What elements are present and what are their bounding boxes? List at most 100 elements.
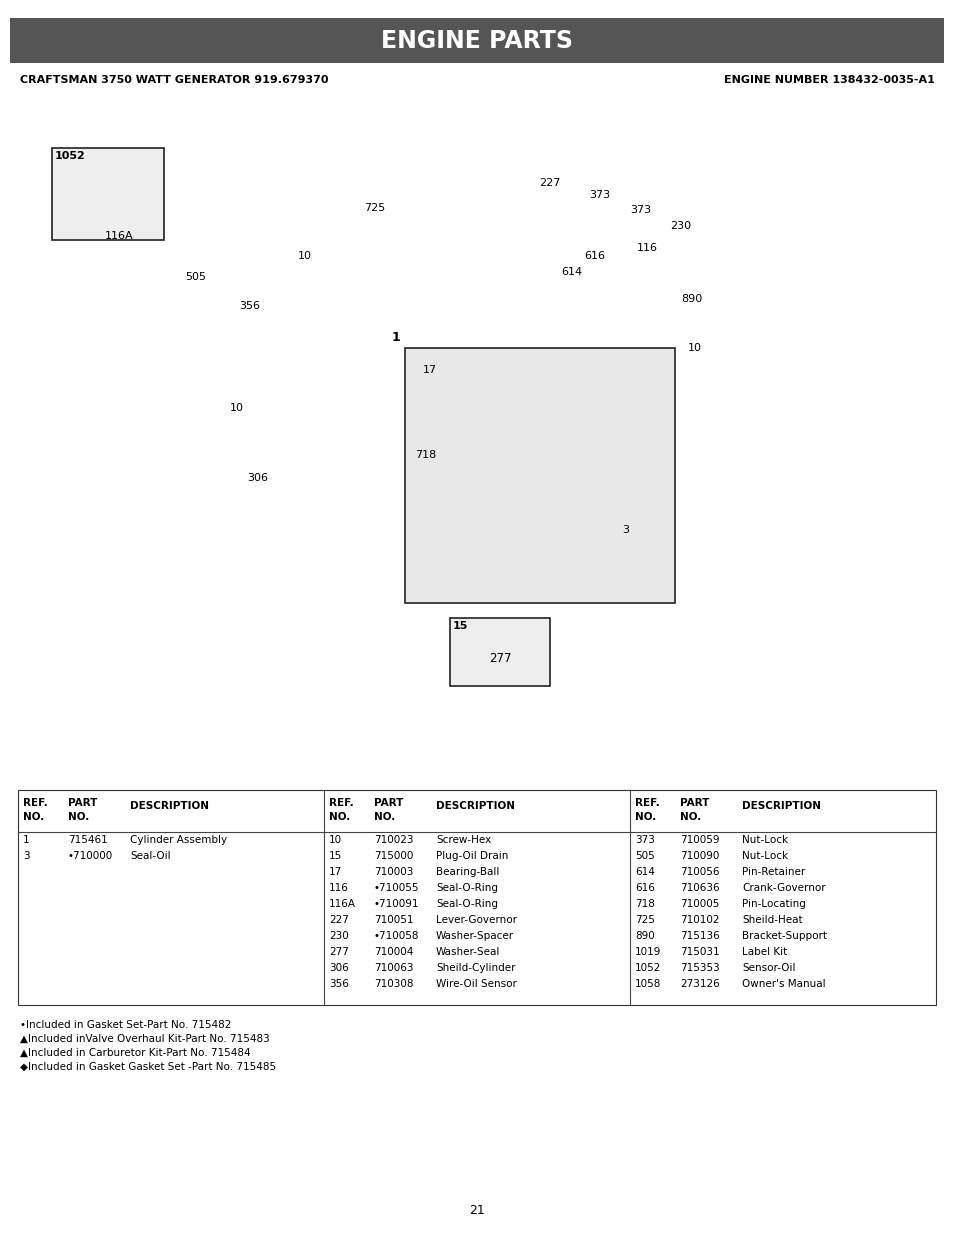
Text: 227: 227: [329, 914, 349, 926]
Text: Pin-Locating: Pin-Locating: [741, 900, 805, 909]
Text: 373: 373: [630, 204, 651, 216]
Text: 710102: 710102: [679, 914, 719, 926]
Bar: [10, 19, 943, 63]
Text: 227: 227: [538, 178, 560, 188]
Text: PART: PART: [68, 798, 97, 808]
Text: 710308: 710308: [374, 979, 413, 989]
Text: 710059: 710059: [679, 835, 719, 845]
Text: 15: 15: [329, 851, 342, 861]
Text: 3: 3: [23, 851, 30, 861]
Text: 230: 230: [670, 221, 691, 230]
Text: •710000: •710000: [68, 851, 113, 861]
Text: Seal-Oil: Seal-Oil: [130, 851, 171, 861]
Text: 17: 17: [329, 867, 342, 877]
Text: 710056: 710056: [679, 867, 719, 877]
Text: Bearing-Ball: Bearing-Ball: [436, 867, 498, 877]
Text: 1052: 1052: [635, 963, 660, 973]
Text: 715353: 715353: [679, 963, 719, 973]
Text: 710090: 710090: [679, 851, 719, 861]
Text: NO.: NO.: [329, 812, 350, 821]
Text: 725: 725: [364, 203, 385, 213]
Text: Washer-Seal: Washer-Seal: [436, 947, 500, 957]
Bar: [405, 348, 675, 603]
Bar: [52, 147, 164, 240]
Text: Sensor-Oil: Sensor-Oil: [741, 963, 795, 973]
Bar: [18, 790, 935, 1005]
Text: ENGINE NUMBER 138432-0035-A1: ENGINE NUMBER 138432-0035-A1: [723, 76, 934, 85]
Text: Pin-Retainer: Pin-Retainer: [741, 867, 804, 877]
Text: 373: 373: [589, 190, 610, 199]
Text: Plug-Oil Drain: Plug-Oil Drain: [436, 851, 508, 861]
Text: •710058: •710058: [374, 930, 419, 940]
Text: 373: 373: [635, 835, 654, 845]
Text: 21: 21: [469, 1203, 484, 1217]
Text: 616: 616: [584, 252, 605, 261]
Text: 306: 306: [329, 963, 349, 973]
Text: ◆Included in Gasket Gasket Set -Part No. 715485: ◆Included in Gasket Gasket Set -Part No.…: [20, 1062, 275, 1072]
Text: Cylinder Assembly: Cylinder Assembly: [130, 835, 227, 845]
Text: 710636: 710636: [679, 883, 719, 893]
Text: 614: 614: [561, 266, 582, 278]
Text: 710063: 710063: [374, 963, 413, 973]
Text: 277: 277: [488, 652, 511, 665]
Text: 116: 116: [329, 883, 349, 893]
Text: PART: PART: [374, 798, 403, 808]
Text: DESCRIPTION: DESCRIPTION: [130, 800, 209, 812]
Text: ▲Included in Carburetor Kit-Part No. 715484: ▲Included in Carburetor Kit-Part No. 715…: [20, 1048, 251, 1058]
Text: Washer-Spacer: Washer-Spacer: [436, 930, 514, 940]
Text: Lever-Governor: Lever-Governor: [436, 914, 517, 926]
Text: Sheild-Cylinder: Sheild-Cylinder: [436, 963, 515, 973]
Text: Wire-Oil Sensor: Wire-Oil Sensor: [436, 979, 517, 989]
Text: Owner's Manual: Owner's Manual: [741, 979, 824, 989]
Text: 710051: 710051: [374, 914, 413, 926]
Text: PART: PART: [679, 798, 709, 808]
Text: 890: 890: [635, 930, 654, 940]
Text: 710004: 710004: [374, 947, 413, 957]
Text: 10: 10: [230, 403, 244, 413]
Text: NO.: NO.: [68, 812, 90, 821]
Text: 614: 614: [635, 867, 654, 877]
Text: 616: 616: [635, 883, 654, 893]
Text: 715000: 715000: [374, 851, 413, 861]
Text: 718: 718: [415, 450, 436, 460]
Bar: [450, 618, 550, 686]
Text: 277: 277: [329, 947, 349, 957]
Text: 710005: 710005: [679, 900, 719, 909]
Text: 505: 505: [185, 273, 206, 282]
Text: ▲Included inValve Overhaul Kit-Part No. 715483: ▲Included inValve Overhaul Kit-Part No. …: [20, 1035, 270, 1044]
Text: 116: 116: [636, 243, 657, 253]
Text: 715031: 715031: [679, 947, 719, 957]
Text: 10: 10: [687, 343, 701, 353]
Text: REF.: REF.: [23, 798, 48, 808]
Text: 710003: 710003: [374, 867, 413, 877]
Text: 1052: 1052: [55, 151, 86, 161]
Text: Nut-Lock: Nut-Lock: [741, 835, 787, 845]
Text: 230: 230: [329, 930, 349, 940]
Text: Label Kit: Label Kit: [741, 947, 786, 957]
Text: Bracket-Support: Bracket-Support: [741, 930, 826, 940]
Text: DESCRIPTION: DESCRIPTION: [741, 800, 821, 812]
Text: NO.: NO.: [23, 812, 44, 821]
Text: REF.: REF.: [329, 798, 354, 808]
Text: DESCRIPTION: DESCRIPTION: [436, 800, 515, 812]
Text: Sheild-Heat: Sheild-Heat: [741, 914, 801, 926]
Text: 3: 3: [622, 525, 629, 535]
Text: 356: 356: [239, 301, 260, 311]
Text: 1058: 1058: [635, 979, 660, 989]
Text: •710055: •710055: [374, 883, 419, 893]
Text: 725: 725: [635, 914, 654, 926]
Text: 718: 718: [635, 900, 654, 909]
Text: 116A: 116A: [105, 230, 133, 242]
Text: 505: 505: [635, 851, 654, 861]
Text: Crank-Governor: Crank-Governor: [741, 883, 824, 893]
Text: NO.: NO.: [679, 812, 700, 821]
Text: 116A: 116A: [329, 900, 355, 909]
Text: 715136: 715136: [679, 930, 719, 940]
Text: NO.: NO.: [635, 812, 656, 821]
Text: 306: 306: [247, 473, 268, 483]
Text: 356: 356: [329, 979, 349, 989]
Text: 710023: 710023: [374, 835, 413, 845]
Text: REF.: REF.: [635, 798, 659, 808]
Text: ENGINE PARTS: ENGINE PARTS: [380, 28, 573, 52]
Text: CRAFTSMAN 3750 WATT GENERATOR 919.679370: CRAFTSMAN 3750 WATT GENERATOR 919.679370: [20, 76, 328, 85]
